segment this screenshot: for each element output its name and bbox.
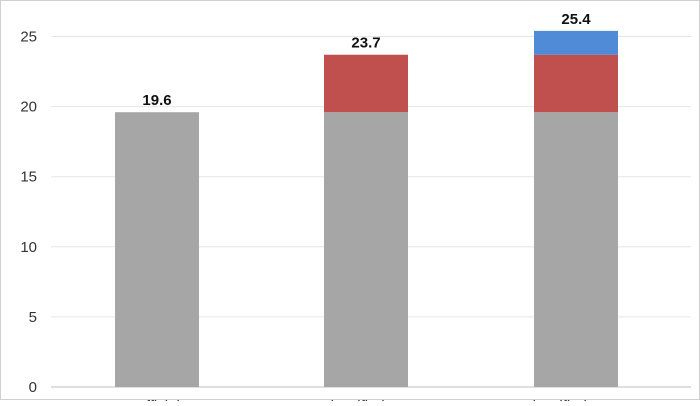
data-label: 19.6	[142, 92, 171, 109]
bar-segment	[115, 112, 199, 387]
y-tick-label: 25	[20, 29, 37, 46]
bar-segment	[324, 112, 408, 387]
bar-segment	[534, 112, 618, 387]
y-tick-label: 10	[20, 239, 37, 256]
y-tick-label: 20	[20, 99, 37, 116]
y-tick-label: 15	[20, 169, 37, 186]
bar-segment	[324, 54, 408, 113]
y-tick-label: 0	[29, 379, 37, 396]
y-tick-label: 5	[29, 309, 37, 326]
bars	[115, 30, 618, 387]
data-label: 25.4	[561, 11, 591, 28]
data-label: 23.7	[351, 35, 380, 52]
bar-segment	[534, 30, 618, 55]
bar-segment	[534, 54, 618, 113]
